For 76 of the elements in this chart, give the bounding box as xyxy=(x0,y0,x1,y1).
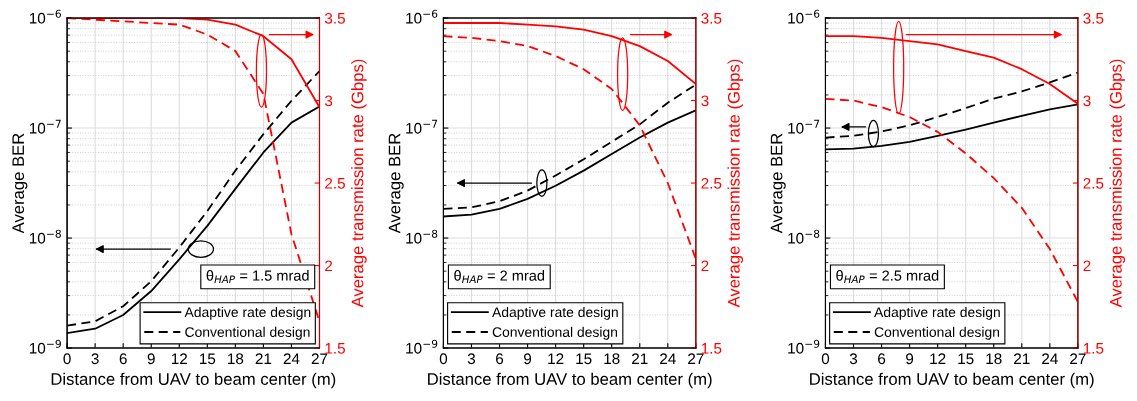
y2-axis-title: Average transmission rate (Gbps) xyxy=(1109,59,1126,308)
legend-label: Adaptive rate design xyxy=(874,306,1000,320)
x-tick-label: 9 xyxy=(147,353,155,365)
x-tick-label: 18 xyxy=(986,353,1002,365)
y-tick-label: 10$^{−7}$ xyxy=(406,119,438,134)
x-tick-label: 3 xyxy=(91,353,99,365)
x-tick-label: 12 xyxy=(171,353,187,364)
x-tick-label: 21 xyxy=(1014,353,1030,364)
x-tick-label: 24 xyxy=(283,353,300,364)
y-axis-title: Average BER xyxy=(388,133,404,234)
y2-tick-label: 2.5 xyxy=(701,177,722,189)
legend-label: Conventional design xyxy=(185,326,310,340)
y2-axis-title: Average transmission rate (Gbps) xyxy=(727,59,744,308)
annotation: θ$_{HAP}$ = 1.5 mrad xyxy=(206,270,309,283)
legend-label: Conventional design xyxy=(874,326,1000,340)
x-tick-label: 15 xyxy=(199,353,216,365)
x-tick-label: 3 xyxy=(849,353,858,365)
x-tick-label: 21 xyxy=(255,353,272,364)
legend-label: Conventional design xyxy=(492,326,617,340)
y2-axis-title: Average transmission rate (Gbps) xyxy=(351,59,367,308)
x-tick-label: 9 xyxy=(524,353,532,365)
x-tick-label: 18 xyxy=(604,353,620,365)
x-tick-label: 12 xyxy=(548,353,564,364)
x-tick-label: 6 xyxy=(119,353,127,365)
y2-tick-label: 2.5 xyxy=(325,177,345,189)
x-tick-label: 27 xyxy=(311,353,328,364)
line-series xyxy=(443,35,696,260)
y2-tick-label: 3.5 xyxy=(701,12,722,24)
y-tick-label: 10$^{−6}$ xyxy=(29,9,61,24)
x-tick-label: 15 xyxy=(576,353,592,365)
y2-tick-label: 2 xyxy=(325,260,333,272)
y2-tick-label: 3 xyxy=(324,95,333,107)
y-axis-title: Average BER xyxy=(770,133,786,234)
x-tick-label: 0 xyxy=(63,353,71,365)
legend-label: Adaptive rate design xyxy=(184,306,311,320)
x-tick-label: 0 xyxy=(821,353,830,365)
y-tick-label: 10$^{−7}$ xyxy=(29,119,61,134)
x-tick-label: 3 xyxy=(467,353,476,365)
y-tick-label: 10$^{−6}$ xyxy=(788,9,820,24)
y2-tick-label: 2 xyxy=(701,260,709,272)
y-tick-label: 10$^{−8}$ xyxy=(406,229,438,244)
y2-tick-label: 3 xyxy=(1083,95,1091,107)
y-tick-label: 10$^{−8}$ xyxy=(29,229,61,244)
y-tick-label: 10$^{−9}$ xyxy=(29,339,61,354)
x-tick-label: 24 xyxy=(660,353,676,364)
y-tick-label: 10$^{−9}$ xyxy=(788,339,820,354)
x-tick-label: 12 xyxy=(930,353,946,364)
x-tick-label: 18 xyxy=(228,353,244,365)
x-tick-label: 6 xyxy=(496,353,504,365)
x-axis-title: Distance from UAV to beam center (m) xyxy=(428,372,712,389)
x-tick-label: 6 xyxy=(878,353,886,365)
y2-tick-label: 1.5 xyxy=(325,343,345,354)
x-tick-label: 27 xyxy=(1070,353,1086,364)
y-tick-label: 10$^{−7}$ xyxy=(788,119,820,134)
y2-tick-label: 2.5 xyxy=(1083,177,1104,189)
y-tick-label: 10$^{−6}$ xyxy=(406,9,438,24)
y-axis-title: Average BER xyxy=(12,133,28,234)
y2-tick-label: 1.5 xyxy=(701,343,722,354)
y2-tick-label: 1.5 xyxy=(1083,343,1104,354)
x-tick-label: 21 xyxy=(632,353,648,364)
y2-tick-label: 2 xyxy=(1083,260,1091,272)
x-tick-label: 27 xyxy=(688,353,704,364)
x-tick-label: 9 xyxy=(906,353,914,365)
x-tick-label: 0 xyxy=(439,353,448,365)
y2-tick-label: 3.5 xyxy=(324,12,345,24)
x-axis-title: Distance from UAV to beam center (m) xyxy=(810,372,1094,389)
legend-label: Adaptive rate design xyxy=(492,306,618,320)
annotation: θ$_{HAP}$ = 2.5 mrad xyxy=(836,270,939,283)
y2-tick-label: 3.5 xyxy=(1083,12,1104,24)
annotation: θ$_{HAP}$ = 2 mrad xyxy=(454,270,545,283)
x-axis-title: Distance from UAV to beam center (m) xyxy=(51,372,336,389)
x-tick-label: 15 xyxy=(958,353,974,365)
y-tick-label: 10$^{−8}$ xyxy=(788,229,820,244)
y2-tick-label: 3 xyxy=(701,95,709,107)
y-tick-label: 10$^{−9}$ xyxy=(406,339,438,354)
x-tick-label: 24 xyxy=(1042,353,1058,364)
